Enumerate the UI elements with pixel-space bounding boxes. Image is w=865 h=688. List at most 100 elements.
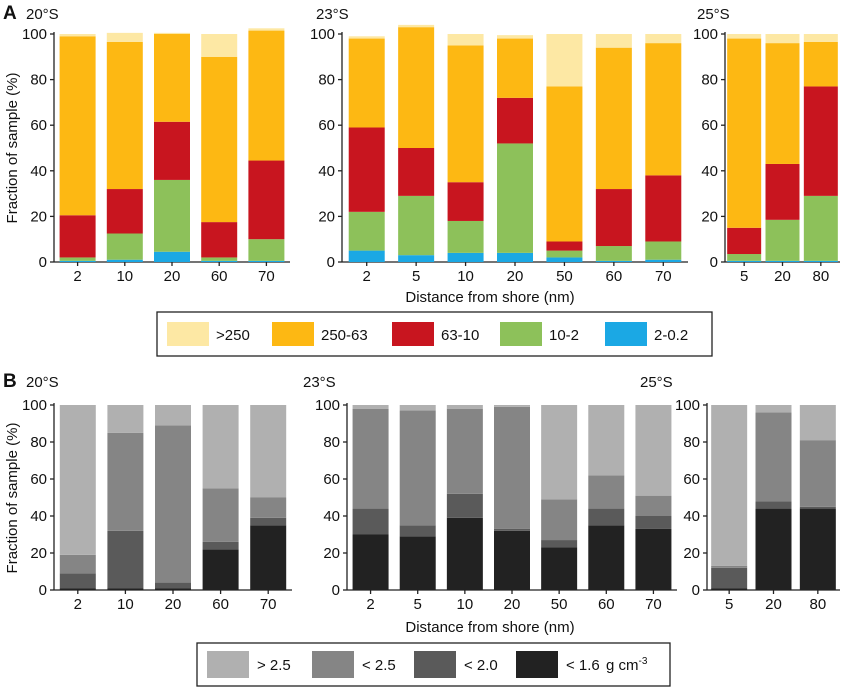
bar-segment-2.5-25-s-20nm [755, 412, 792, 502]
x-tick-label: 20 [164, 268, 181, 285]
bar-segment-2.0-23-s-5nm [399, 525, 436, 537]
bar-segment-2.0-23-s-20nm [494, 528, 530, 531]
bar-segment-10-2-20-s-70nm [248, 239, 285, 261]
panel-a-x-axis-label: Distance from shore (nm) [405, 289, 574, 306]
bar-segment-2.5-20-s-2nm [59, 554, 96, 574]
bar-segment-2.5-25-s-20nm [755, 405, 792, 413]
y-tick-label: 80 [318, 72, 335, 89]
panel-b-plot-20s: 0 20 40 60 80 100 2 10 20 60 70 [22, 397, 292, 613]
bar-segment-2-0.2-20-s-60nm [201, 260, 238, 262]
bar-segment-2.5-25-s-80nm [799, 405, 836, 441]
panel-b-title-23s: 23°S [303, 374, 336, 391]
legend-b-swatch-gt2.5 [207, 651, 249, 678]
bar-segment-250-63-20-s-10nm [106, 41, 143, 190]
x-tick-label: 5 [412, 268, 420, 285]
bar-segment-250-63-25-s-20nm [765, 43, 800, 164]
bar-segment-1.6-20-s-10nm [107, 588, 144, 590]
bar-segment-63-10-23-s-70nm [645, 175, 682, 242]
bar-segment-2.0-25-s-5nm [711, 567, 748, 589]
bar-segment-250-20-s-20nm [154, 32, 190, 34]
bar-segment-2.5-23-s-20nm [494, 406, 530, 529]
x-tick-label: 80 [809, 596, 826, 613]
bar-segment-63-10-20-s-2nm [59, 215, 96, 258]
x-tick-label: 2 [74, 596, 82, 613]
y-tick-label: 80 [323, 434, 340, 451]
y-tick-label: 40 [683, 508, 700, 525]
bar-segment-10-2-20-s-60nm [201, 257, 238, 261]
panel-b-plot-25s: 0 20 40 60 80 100 5 20 80 [675, 397, 840, 613]
bar-segment-63-10-20-s-10nm [106, 189, 143, 234]
bar-segment-250-63-25-s-80nm [803, 41, 838, 87]
x-tick-label: 10 [117, 596, 134, 613]
bar-segment-10-2-23-s-20nm [497, 143, 533, 253]
y-tick-label: 0 [327, 254, 335, 271]
bar-segment-2.5-23-s-50nm [541, 499, 578, 541]
bar-segment-63-10-23-s-60nm [595, 189, 632, 247]
bar-segment-250-25-s-5nm [727, 34, 762, 39]
bar-segment-2.5-23-s-5nm [399, 410, 436, 526]
y-tick-label: 20 [323, 545, 340, 562]
legend-a-swatch-10-2 [500, 322, 542, 346]
bar-segment-2.0-23-s-2nm [352, 508, 389, 535]
bar-segment-250-63-23-s-20nm [497, 38, 533, 98]
panel-b-x-axis-label: Distance from shore (nm) [405, 619, 574, 636]
bar-segment-10-2-23-s-5nm [398, 195, 435, 256]
bar-segment-10-2-23-s-2nm [348, 211, 385, 251]
bar-segment-1.6-23-s-70nm [635, 528, 672, 590]
legend-a-label-gt250: >250 [216, 327, 250, 344]
y-tick-label: 40 [30, 508, 47, 525]
bar-segment-2.5-23-s-10nm [446, 408, 483, 494]
legend-a-swatch-250-63 [272, 322, 314, 346]
bar-segment-1.6-20-s-2nm [59, 588, 96, 590]
y-tick-label: 60 [318, 117, 335, 134]
y-tick-label: 40 [318, 163, 335, 180]
bar-segment-2-0.2-25-s-20nm [765, 260, 800, 262]
y-tick-label: 100 [310, 26, 335, 43]
y-tick-label: 20 [701, 208, 718, 225]
bar-segment-63-10-25-s-5nm [727, 227, 762, 255]
y-tick-label: 20 [318, 208, 335, 225]
x-tick-label: 20 [504, 596, 521, 613]
bar-segment-250-23-s-20nm [497, 35, 533, 39]
bar-segment-250-63-20-s-60nm [201, 56, 238, 223]
x-tick-label: 20 [165, 596, 182, 613]
y-tick-label: 40 [701, 163, 718, 180]
bar-segment-2-0.2-23-s-20nm [497, 252, 533, 262]
panel-b-title-25s: 25°S [640, 374, 673, 391]
bar-segment-2.5-23-s-60nm [588, 475, 625, 509]
bar-segment-10-2-23-s-60nm [595, 246, 632, 261]
bar-segment-1.6-25-s-80nm [799, 508, 836, 590]
bar-segment-2.0-23-s-10nm [446, 493, 483, 518]
y-tick-label: 60 [701, 117, 718, 134]
bar-segment-2.5-23-s-70nm [635, 495, 672, 516]
panel-b-title-20s: 20°S [26, 374, 59, 391]
bar-segment-250-23-s-50nm [546, 34, 583, 87]
bar-segment-63-10-20-s-60nm [201, 222, 238, 258]
bar-segment-2-0.2-23-s-60nm [595, 260, 632, 262]
bar-segment-63-10-23-s-20nm [497, 97, 533, 144]
bar-segment-2-0.2-23-s-2nm [348, 250, 385, 262]
panel-a-plot-25s: 0 20 40 60 80 100 5 20 80 [693, 26, 840, 285]
y-tick-label: 60 [323, 471, 340, 488]
bar-segment-250-23-s-2nm [348, 36, 385, 39]
panel-a-plot-20s: 0 20 40 60 80 100 2 10 20 60 70 [22, 26, 290, 285]
bar-segment-1.6-23-s-5nm [399, 536, 436, 590]
bar-segment-1.6-23-s-20nm [494, 530, 530, 590]
y-tick-label: 20 [30, 208, 47, 225]
bar-segment-2.5-20-s-2nm [59, 405, 96, 555]
bar-segment-1.6-23-s-60nm [588, 525, 625, 590]
legend-b-label-gt2.5: > 2.5 [257, 657, 291, 674]
bar-segment-2.5-20-s-10nm [107, 405, 144, 433]
y-tick-label: 0 [692, 582, 700, 599]
legend-a-label-63-10: 63-10 [441, 327, 479, 344]
panel-a-label: A [3, 3, 17, 24]
bar-segment-2-0.2-20-s-70nm [248, 260, 285, 262]
y-tick-label: 100 [693, 26, 718, 43]
bar-segment-63-10-20-s-70nm [248, 160, 285, 240]
bar-segment-250-63-25-s-5nm [727, 38, 762, 228]
bar-segment-2.5-20-s-20nm [155, 425, 191, 583]
bar-segment-1.6-25-s-5nm [711, 588, 748, 590]
bar-segment-2-0.2-25-s-80nm [803, 260, 838, 262]
bar-segment-2-0.2-23-s-50nm [546, 257, 583, 262]
